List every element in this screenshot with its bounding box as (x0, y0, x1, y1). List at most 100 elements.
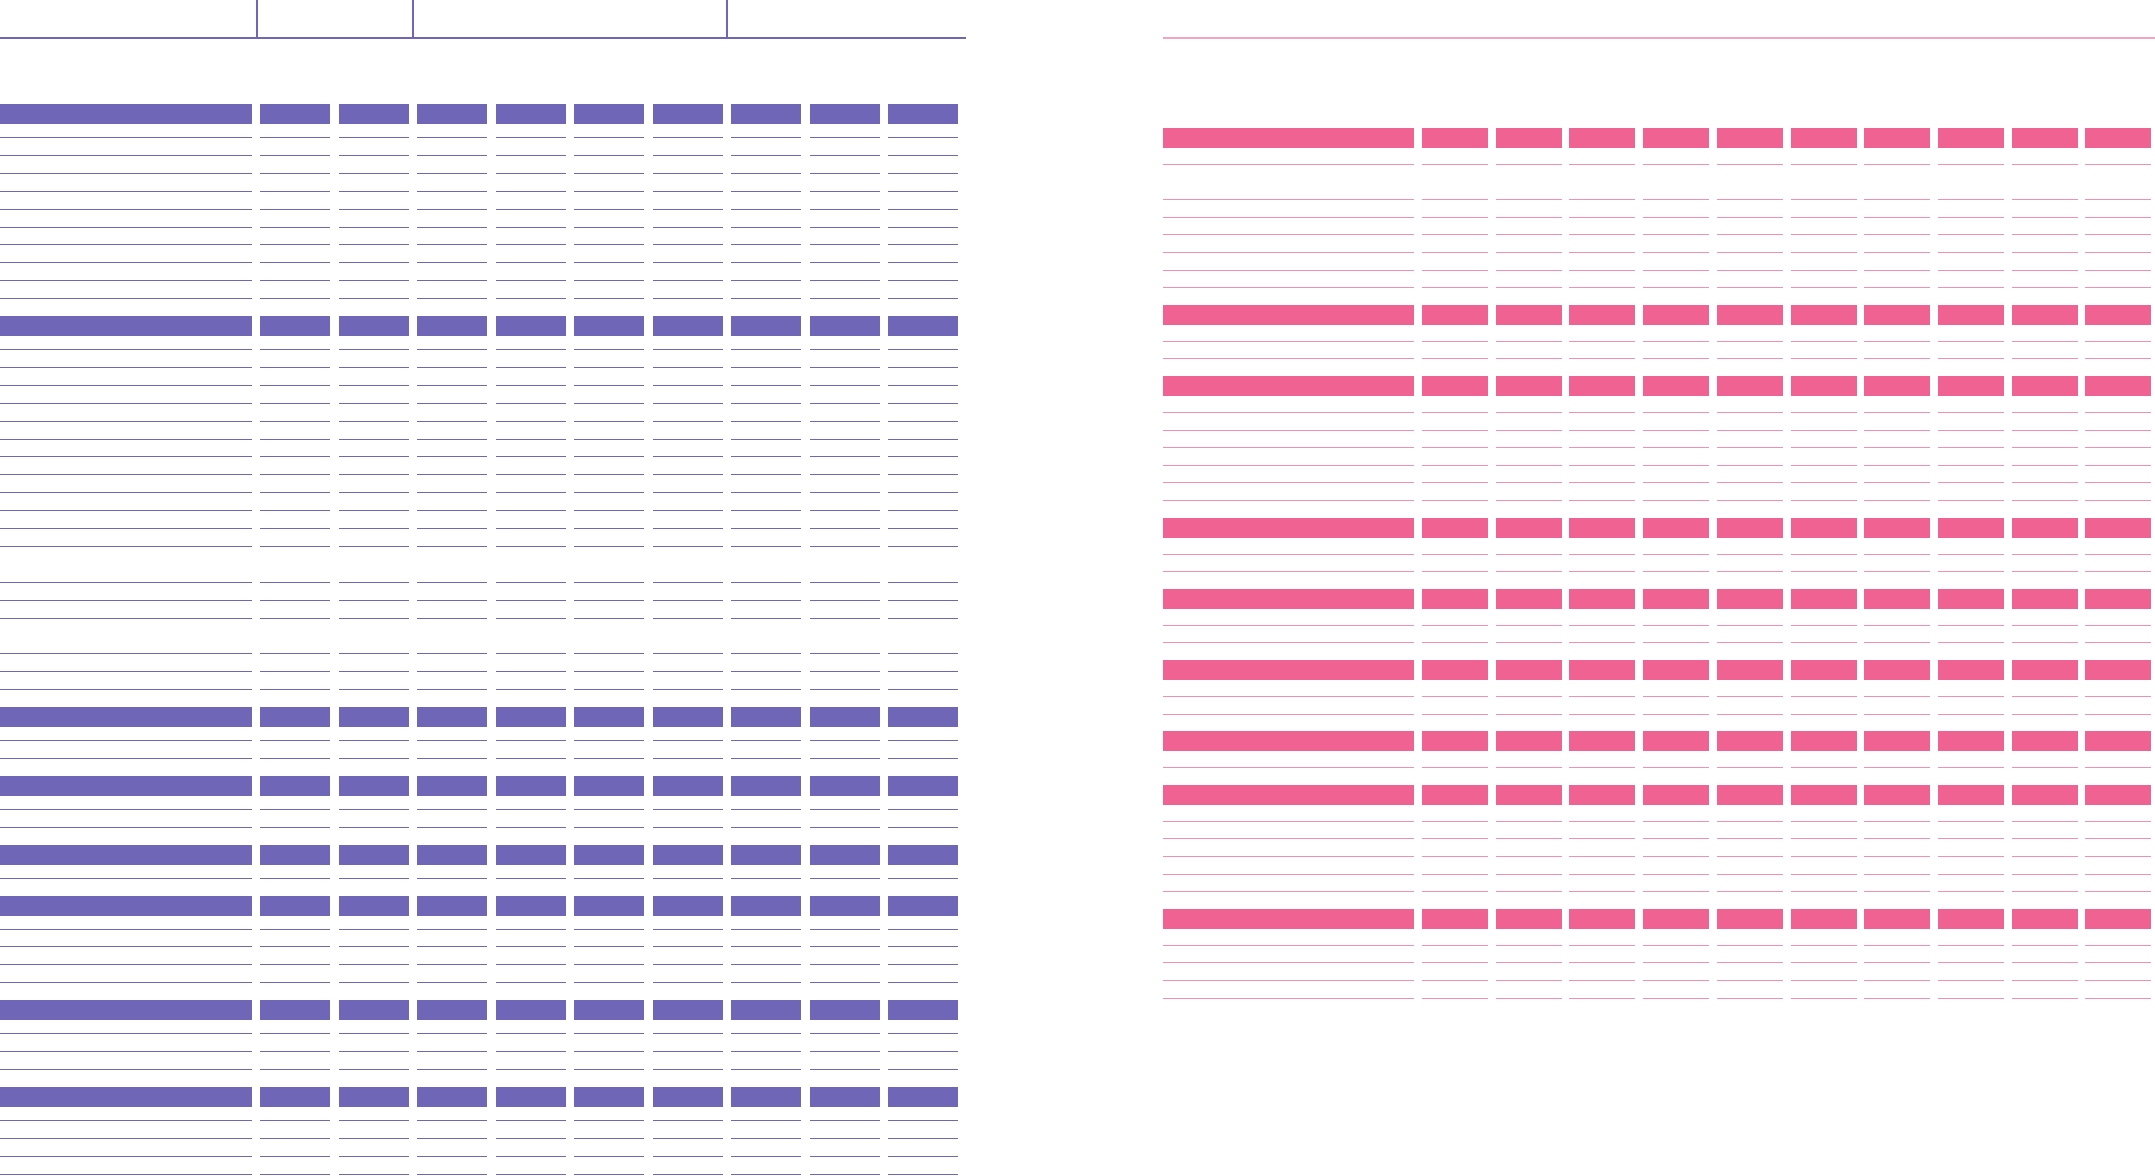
table-cell (1790, 199, 1857, 201)
header-cell (1643, 376, 1710, 396)
table-header-row (0, 1000, 966, 1021)
table-cell (652, 208, 723, 210)
table-cell (1163, 980, 1414, 981)
header-cell (1643, 908, 1710, 929)
table-cell (1716, 199, 1783, 201)
table-cell (888, 617, 958, 619)
table-cell (574, 528, 644, 529)
table-cell (731, 545, 801, 547)
table-cell (574, 740, 644, 741)
table-cell (1790, 358, 1857, 360)
header-cell (1163, 128, 1414, 148)
table-cell (338, 689, 409, 691)
table-cell (495, 402, 566, 404)
header-cell (1569, 908, 1636, 929)
table-cell (260, 420, 330, 422)
header-cell (1937, 660, 2004, 680)
table-cell (1643, 713, 1710, 715)
table-cell (338, 172, 409, 174)
table-cell (260, 877, 330, 879)
table-cell (260, 545, 330, 547)
header-cell (731, 775, 801, 796)
table-cell (1716, 944, 1783, 946)
table-cell (495, 172, 566, 174)
table-cell (888, 384, 958, 386)
table-cell (417, 172, 487, 174)
table-header-row (0, 895, 966, 916)
table-cell (809, 172, 880, 174)
table-cell (495, 1068, 566, 1070)
header-cell (1163, 304, 1414, 325)
table-cell (1569, 820, 1636, 822)
table-cell (1937, 269, 2004, 271)
header-cell (1495, 908, 1562, 929)
table-cell (888, 456, 958, 458)
table-cell (1495, 696, 1562, 697)
table-cell (417, 420, 487, 422)
table-cell (809, 740, 880, 741)
table-cell (574, 474, 644, 476)
table-cell (1643, 252, 1710, 253)
header-cell (731, 707, 801, 727)
table-cell (417, 298, 487, 300)
table-cell (260, 1068, 330, 1070)
table-row (0, 137, 966, 139)
table-cell (888, 757, 958, 759)
table-cell (731, 208, 801, 210)
table-cell (260, 946, 330, 948)
table-cell (1716, 997, 1783, 999)
table-cell (809, 581, 880, 583)
header-cell (1495, 660, 1562, 680)
table-cell (0, 877, 252, 879)
table-cell (574, 456, 644, 458)
table-row (0, 1173, 966, 1176)
table-cell (731, 492, 801, 494)
table-row (0, 808, 966, 811)
header-cell (1569, 784, 1636, 805)
header-separator (256, 0, 258, 38)
table-cell (574, 402, 644, 404)
header-cell (731, 895, 801, 916)
table-cell (1716, 429, 1783, 431)
header-cell (888, 104, 958, 124)
table-cell (731, 384, 801, 386)
table-cell (0, 190, 252, 192)
header-cell (2011, 588, 2078, 609)
table-cell (1163, 873, 1414, 875)
table-cell (338, 671, 409, 673)
table-cell (1716, 412, 1783, 413)
table-cell (1569, 340, 1636, 342)
table-cell (260, 190, 330, 192)
table-cell (260, 1173, 330, 1175)
table-cell (1569, 624, 1636, 626)
table-cell (417, 545, 487, 547)
table-cell (1937, 199, 2004, 201)
header-cell (1937, 731, 2004, 752)
table-cell (495, 964, 566, 966)
table-cell (731, 1033, 801, 1035)
table-cell (495, 190, 566, 192)
table-cell (260, 740, 330, 741)
table-cell (1569, 269, 1636, 271)
table-cell (1643, 234, 1710, 236)
header-cell (1937, 517, 2004, 538)
table-cell (888, 244, 958, 246)
table-cell (809, 671, 880, 673)
table-cell (731, 808, 801, 810)
table-cell (1569, 464, 1636, 466)
table-cell (1716, 624, 1783, 626)
header-cell (2085, 784, 2152, 805)
table-cell (0, 208, 252, 210)
table-cell (2011, 234, 2078, 236)
table-cell (417, 671, 487, 673)
table-cell (731, 402, 801, 404)
table-cell (1864, 447, 1931, 449)
table-cell (1937, 412, 2004, 413)
table-cell (809, 474, 880, 476)
table-cell (495, 826, 566, 828)
table-cell (888, 1051, 958, 1052)
table-cell (809, 510, 880, 512)
table-row (1163, 713, 2155, 716)
header-cell (809, 1000, 880, 1021)
table-cell (0, 492, 252, 494)
